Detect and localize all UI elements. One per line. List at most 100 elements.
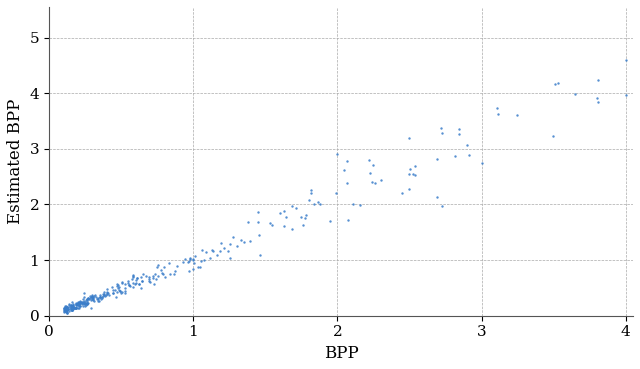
Point	[128, 272, 138, 278]
Point	[232, 243, 242, 249]
Point	[124, 282, 134, 288]
Point	[74, 300, 84, 306]
Point	[67, 299, 77, 305]
Point	[95, 294, 105, 300]
Point	[78, 297, 88, 303]
Point	[99, 289, 109, 295]
Point	[450, 153, 460, 159]
Point	[82, 299, 92, 304]
Point	[98, 291, 108, 297]
Point	[404, 171, 415, 177]
Point	[73, 300, 83, 306]
Point	[593, 77, 603, 83]
Point	[188, 256, 198, 262]
Point	[64, 301, 74, 307]
Point	[79, 290, 89, 296]
Point	[120, 288, 130, 294]
Point	[108, 290, 118, 296]
Point	[145, 279, 155, 284]
Point	[111, 294, 122, 300]
Point	[225, 255, 235, 261]
Point	[397, 190, 407, 196]
Point	[493, 111, 503, 117]
Point	[287, 227, 297, 232]
Point	[76, 300, 86, 306]
Point	[70, 306, 80, 311]
Point	[296, 214, 307, 220]
Point	[79, 300, 90, 306]
Point	[410, 172, 420, 178]
Point	[95, 294, 106, 300]
Point	[137, 278, 147, 284]
Point	[332, 151, 342, 157]
Point	[593, 99, 603, 105]
Point	[71, 305, 81, 311]
Point	[145, 278, 155, 284]
Point	[314, 201, 324, 207]
Point	[76, 299, 86, 305]
Point	[66, 306, 76, 311]
Point	[71, 301, 81, 307]
Point	[77, 299, 87, 305]
Point	[148, 273, 158, 279]
Point	[225, 241, 235, 247]
Point	[82, 296, 92, 302]
Point	[61, 308, 71, 314]
Point	[79, 301, 89, 307]
Point	[216, 239, 226, 245]
Point	[93, 296, 103, 301]
Point	[223, 248, 234, 254]
Point	[63, 306, 74, 312]
Point	[144, 274, 154, 280]
Point	[275, 210, 285, 216]
Point	[62, 304, 72, 310]
Point	[254, 232, 264, 238]
X-axis label: BPP: BPP	[324, 345, 358, 362]
Point	[477, 160, 487, 166]
Point	[81, 300, 92, 306]
Point	[64, 302, 74, 308]
Point	[67, 306, 77, 312]
Point	[108, 290, 118, 296]
Point	[150, 276, 161, 282]
Point	[70, 301, 81, 307]
Point	[101, 286, 111, 292]
Point	[74, 299, 84, 305]
Point	[108, 287, 118, 293]
Point	[188, 257, 198, 263]
Point	[621, 57, 631, 63]
Point	[74, 300, 84, 306]
Point	[74, 303, 84, 309]
Point	[78, 299, 88, 304]
Point	[309, 201, 319, 207]
Point	[67, 306, 77, 312]
Point	[83, 295, 93, 301]
Point	[67, 303, 77, 309]
Point	[77, 303, 88, 309]
Point	[115, 288, 125, 294]
Point	[207, 246, 217, 252]
Point	[461, 142, 472, 148]
Point	[63, 304, 74, 310]
Point	[66, 302, 76, 308]
Point	[88, 297, 98, 303]
Point	[149, 282, 159, 287]
Point	[60, 305, 70, 311]
Point	[300, 215, 310, 221]
Point	[71, 305, 81, 311]
Point	[67, 304, 77, 310]
Point	[301, 212, 312, 218]
Point	[63, 306, 74, 312]
Point	[98, 293, 108, 299]
Point	[58, 306, 68, 312]
Point	[81, 302, 91, 308]
Point	[279, 208, 289, 214]
Point	[364, 158, 374, 163]
Point	[84, 296, 94, 302]
Point	[93, 298, 104, 304]
Point	[67, 303, 77, 309]
Point	[160, 274, 170, 280]
Point	[370, 180, 380, 186]
Point	[59, 305, 69, 311]
Point	[331, 190, 341, 196]
